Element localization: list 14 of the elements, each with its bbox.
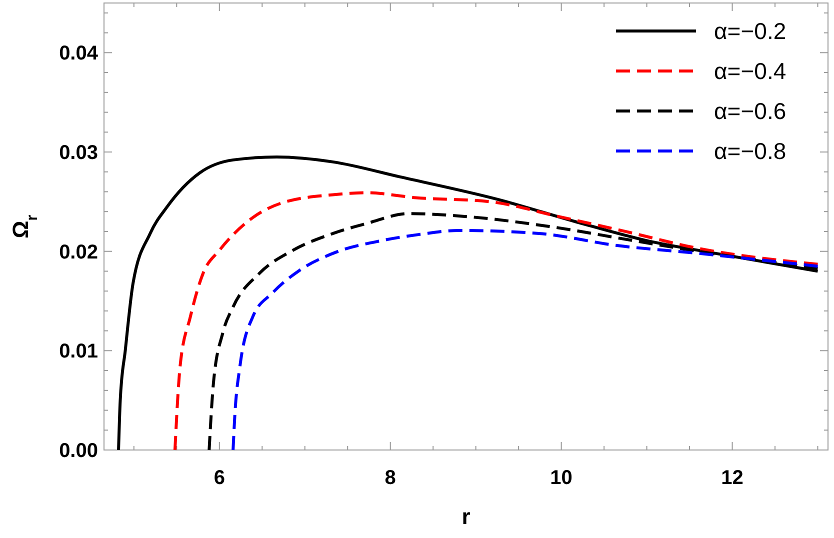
x-tick-label: 10 [550, 467, 572, 489]
y-tick-label: 0.03 [59, 142, 98, 164]
y-tick-label: 0.01 [59, 340, 98, 363]
y-tick-label: 0.04 [59, 42, 99, 65]
x-axis-title: r [462, 504, 471, 529]
legend-label: α=−0.6 [714, 98, 786, 124]
x-tick-label: 12 [721, 467, 744, 489]
y-tick-label: 0.00 [59, 440, 98, 462]
y-tick-label: 0.02 [59, 241, 98, 264]
x-tick-label: 8 [384, 467, 396, 489]
legend-label: α=−0.2 [714, 18, 786, 44]
legend-label: α=−0.4 [714, 58, 786, 84]
legend-label: α=−0.8 [714, 138, 786, 164]
x-tick-label: 6 [214, 467, 225, 489]
